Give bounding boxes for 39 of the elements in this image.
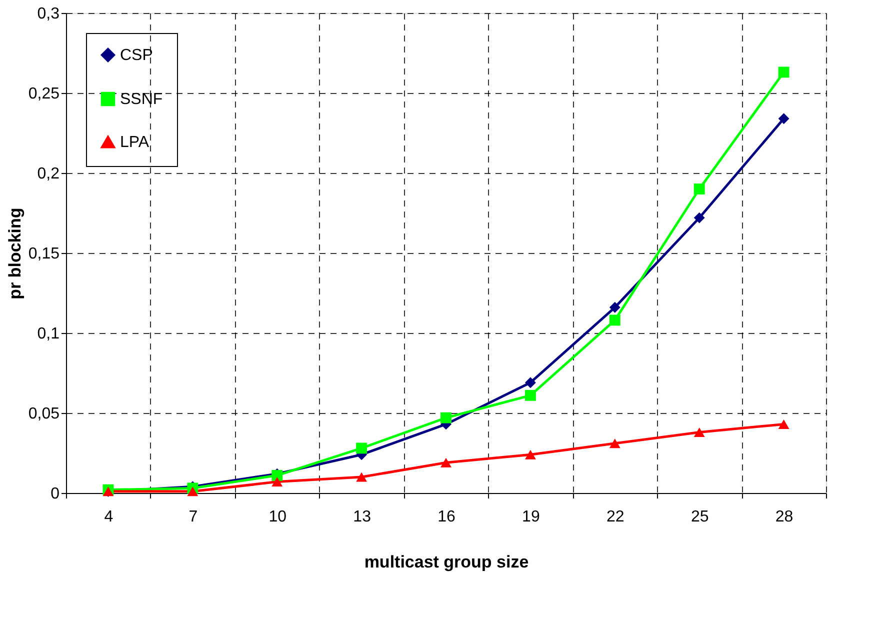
point bbox=[356, 472, 368, 482]
point bbox=[609, 314, 620, 326]
legend-label: LPA bbox=[120, 134, 150, 151]
x-tick-label: 19 bbox=[522, 508, 540, 526]
y-tick-label: 0,3 bbox=[37, 6, 60, 22]
x-tick-label: 16 bbox=[438, 508, 456, 526]
point bbox=[187, 486, 198, 496]
point bbox=[524, 377, 536, 388]
legend-label: SSNF bbox=[120, 91, 163, 108]
x-tick-label: 28 bbox=[775, 508, 794, 526]
point bbox=[356, 442, 368, 454]
point bbox=[609, 302, 620, 313]
point bbox=[609, 438, 620, 448]
y-tick-label: 0,05 bbox=[28, 406, 60, 422]
point bbox=[440, 458, 452, 468]
y-tick-label: 0,15 bbox=[28, 246, 60, 262]
x-tick-label: 7 bbox=[188, 508, 198, 526]
x-tick-label: 10 bbox=[268, 508, 287, 526]
legend-label: CSP bbox=[120, 47, 153, 64]
y-axis-title: pr blocking bbox=[5, 208, 24, 300]
x-axis-title: multicast group size bbox=[364, 552, 529, 572]
point bbox=[694, 427, 705, 437]
point bbox=[524, 450, 536, 460]
point bbox=[694, 184, 705, 194]
x-tick-label: 4 bbox=[104, 508, 114, 526]
y-tick-label: 0,2 bbox=[37, 166, 60, 182]
point bbox=[272, 477, 283, 487]
x-tick-label: 25 bbox=[690, 508, 709, 526]
y-tick-label: 0 bbox=[50, 486, 60, 502]
point bbox=[440, 412, 452, 424]
y-tick-label: 0,1 bbox=[37, 326, 60, 342]
y-tick-label: 0,25 bbox=[28, 86, 60, 102]
x-tick-label: 13 bbox=[353, 508, 372, 526]
point bbox=[778, 66, 790, 78]
point bbox=[694, 212, 705, 224]
point bbox=[778, 419, 790, 429]
x-tick-label: 22 bbox=[606, 508, 624, 526]
point bbox=[524, 390, 536, 401]
point bbox=[778, 113, 790, 124]
